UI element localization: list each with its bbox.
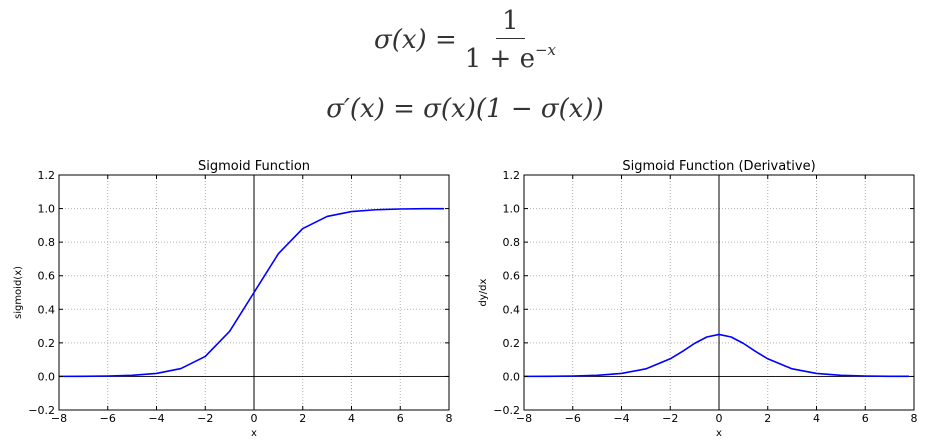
y-tick-label: 0.2	[38, 337, 56, 350]
series-line	[523, 333, 910, 378]
x-tick-label: −4	[148, 412, 164, 425]
x-tick-label: 6	[862, 412, 869, 425]
y-tick-label: 0.0	[38, 370, 56, 383]
y-axis-label: dy/dx	[478, 278, 489, 306]
sigmoid-formula-denominator-base: 1 + e	[464, 44, 535, 74]
x-tick-label: 2	[764, 412, 771, 425]
sigmoid-formula-fraction: 1 1 + e−x	[465, 6, 556, 74]
sigmoid-formula-lhs: σ(x) =	[373, 25, 457, 55]
x-tick-label: 4	[348, 412, 355, 425]
y-tick-label: 1.0	[38, 203, 56, 216]
y-tick-label: −0.2	[493, 404, 520, 417]
y-tick-label: 0.4	[38, 303, 56, 316]
y-tick-label: 0.2	[503, 337, 521, 350]
sigmoid-chart: Sigmoid Function −8 −6 −4 −2 0 2 4 6 8 −0.2 0.0 0.2 0…	[13, 159, 453, 439]
x-tick-label: 8	[446, 412, 453, 425]
sigmoid-derivative-chart: Sigmoid Function (Derivative) −8 −6 −4 −2 0 2 4…	[478, 159, 918, 439]
sigmoid-formula-numerator: 1	[496, 6, 525, 39]
sigmoid-formula: σ(x) = 1 1 + e−x	[0, 6, 930, 74]
sigmoid-formula-denominator: 1 + e−x	[465, 39, 556, 74]
series-line	[58, 207, 445, 378]
x-tick-label: 6	[397, 412, 404, 425]
x-tick-label: −2	[662, 412, 678, 425]
derivative-formula-text: σ′(x) = σ(x)(1 − σ(x))	[326, 94, 604, 124]
y-tick-label: 1.2	[503, 169, 521, 182]
x-tick-label: 8	[911, 412, 918, 425]
y-tick-label: −0.2	[28, 404, 55, 417]
x-axis-label: x	[716, 428, 722, 439]
derivative-formula: σ′(x) = σ(x)(1 − σ(x))	[0, 94, 930, 124]
y-tick-label: 0.6	[38, 270, 56, 283]
x-tick-label: 0	[251, 412, 258, 425]
y-tick-label: 1.2	[38, 169, 56, 182]
x-tick-label: −2	[197, 412, 213, 425]
x-tick-label: −8	[51, 412, 67, 425]
x-tick-label: −4	[613, 412, 629, 425]
y-tick-label: 1.0	[503, 203, 521, 216]
x-tick-label: −6	[100, 412, 116, 425]
chart-title: Sigmoid Function (Derivative)	[622, 159, 815, 174]
x-tick-label: −6	[565, 412, 581, 425]
y-tick-label: 0.4	[503, 303, 521, 316]
x-tick-label: 4	[813, 412, 820, 425]
sigmoid-formula-exponent: −x	[534, 41, 557, 59]
y-tick-label: 0.6	[503, 270, 521, 283]
y-axis-label: sigmoid(x)	[13, 266, 24, 319]
x-tick-label: 0	[716, 412, 723, 425]
x-tick-label: 2	[299, 412, 306, 425]
y-tick-label: 0.8	[503, 236, 521, 249]
y-tick-label: 0.8	[38, 236, 56, 249]
x-tick-label: −8	[516, 412, 532, 425]
y-tick-label: 0.0	[503, 370, 521, 383]
x-axis-label: x	[251, 428, 257, 439]
chart-title: Sigmoid Function	[198, 159, 310, 174]
